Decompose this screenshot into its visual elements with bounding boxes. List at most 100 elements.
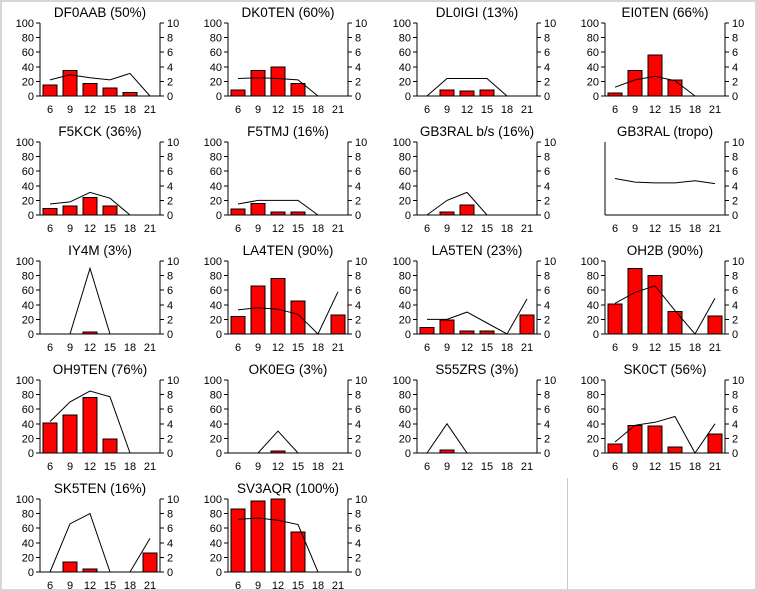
left-axis-tick-label: 60	[398, 166, 410, 178]
left-axis-tick-label: 80	[210, 33, 222, 45]
x-axis-tick-label: 18	[312, 461, 324, 473]
x-axis-tick-label: 21	[520, 223, 532, 235]
left-axis-tick-label: 20	[22, 195, 34, 207]
reception-bar	[290, 531, 306, 573]
x-axis-tick-label: 12	[649, 223, 661, 235]
x-axis-tick-label: 12	[84, 223, 96, 235]
reception-bar	[607, 92, 623, 97]
reception-bar	[607, 303, 623, 335]
chart-title: SK0CT (56%)	[623, 362, 706, 377]
x-axis-tick-label: 15	[292, 580, 304, 589]
left-axis-tick-label: 40	[22, 538, 34, 550]
chart-title: DK0TEN (60%)	[242, 5, 335, 20]
chart-cell-f5kck: F5KCK (36%) 100 80 60 40 20 0 10 8 6 4 2 0 6 9 12 15 18 21	[2, 121, 190, 240]
left-axis-tick-label: 60	[22, 523, 34, 535]
reception-bar	[647, 425, 663, 454]
left-axis-tick-label: 80	[210, 271, 222, 283]
right-axis-tick-label: 8	[167, 390, 173, 402]
right-axis-tick-label: 6	[732, 404, 738, 416]
left-axis-tick-label: 40	[398, 419, 410, 431]
x-axis-tick-label: 18	[124, 342, 136, 354]
right-axis-tick-label: 4	[544, 300, 550, 312]
left-axis-tick-label: 80	[22, 33, 34, 45]
right-axis-tick-label: 0	[167, 91, 173, 103]
left-axis-tick-label: 40	[210, 62, 222, 74]
left-axis-tick-label: 100	[392, 375, 410, 387]
left-axis-tick-label: 0	[593, 91, 599, 103]
right-axis-tick-label: 10	[167, 375, 179, 387]
right-axis-tick-label: 4	[355, 62, 361, 74]
left-axis-tick-label: 80	[22, 509, 34, 521]
x-axis-tick-label: 15	[104, 461, 116, 473]
x-axis-tick-label: 18	[500, 104, 512, 116]
reception-bar	[102, 438, 118, 454]
x-axis-tick-label: 15	[292, 461, 304, 473]
x-axis-tick-label: 15	[292, 342, 304, 354]
right-axis-tick-label: 2	[544, 195, 550, 207]
left-axis-tick-label: 40	[22, 300, 34, 312]
x-axis-tick-label: 9	[632, 104, 638, 116]
reception-bar	[42, 84, 58, 97]
x-axis-tick-label: 9	[443, 461, 449, 473]
x-axis-tick-label: 15	[480, 104, 492, 116]
x-axis-tick-label: 6	[47, 223, 53, 235]
x-axis-tick-label: 18	[312, 104, 324, 116]
prediction-line	[50, 266, 150, 335]
x-axis-tick-label: 9	[255, 223, 261, 235]
x-axis-tick-label: 21	[332, 223, 344, 235]
x-axis-tick-label: 15	[104, 580, 116, 589]
x-axis-tick-label: 15	[292, 223, 304, 235]
chart-cell-sk5ten: SK5TEN (16%) 100 80 60 40 20 0 10 8 6 4 2 0 6 9 12 15 18 2…	[2, 478, 190, 589]
right-axis-tick-label: 8	[355, 509, 361, 521]
left-axis-tick-label: 80	[398, 390, 410, 402]
left-axis-tick-label: 80	[22, 271, 34, 283]
left-axis-tick-label: 100	[16, 256, 34, 268]
left-axis-tick-label: 100	[204, 375, 222, 387]
x-axis-tick-label: 21	[709, 223, 721, 235]
right-axis-tick-label: 10	[167, 137, 179, 149]
right-axis-tick-label: 6	[355, 404, 361, 416]
right-axis-tick-label: 6	[167, 166, 173, 178]
prediction-line	[426, 422, 527, 454]
right-axis-tick-label: 6	[167, 285, 173, 297]
reception-bar	[230, 315, 246, 335]
right-axis-tick-label: 0	[167, 448, 173, 460]
chart-cell-la5ten: LA5TEN (23%) 100 80 60 40 20 0 10 8 6 4 2 0 6 9 12 15 18 2…	[379, 240, 567, 359]
x-axis-tick-label: 18	[689, 461, 701, 473]
left-axis-tick-label: 0	[28, 91, 34, 103]
x-axis-tick-label: 15	[669, 104, 681, 116]
reception-bar	[42, 207, 58, 216]
prediction-line	[238, 517, 339, 573]
right-axis-tick-label: 2	[355, 314, 361, 326]
left-axis-tick-label: 100	[204, 18, 222, 30]
reception-bar	[102, 205, 118, 216]
right-axis-tick-label: 8	[732, 271, 738, 283]
x-axis-tick-label: 6	[612, 104, 618, 116]
left-axis-tick-label: 40	[210, 300, 222, 312]
reception-bar	[230, 89, 246, 97]
left-axis-tick-label: 60	[22, 404, 34, 416]
left-axis-tick-label: 20	[22, 76, 34, 88]
left-axis-tick-label: 80	[22, 152, 34, 164]
left-axis-tick-label: 100	[580, 375, 598, 387]
left-axis-tick-label: 20	[587, 76, 599, 88]
x-axis-tick-label: 21	[332, 342, 344, 354]
right-axis-tick-label: 2	[167, 76, 173, 88]
chart-cell-df0aab: DF0AAB (50%) 100 80 60 40 20 0 10 8 6 4 2 0 6 9 12 15 18 2…	[2, 2, 190, 121]
reception-bar	[459, 330, 474, 335]
x-axis-tick-label: 9	[255, 580, 261, 589]
prediction-line	[614, 178, 715, 185]
reception-bar	[419, 326, 434, 335]
right-axis-tick-label: 2	[355, 433, 361, 445]
chart-cell-iy4m: IY4M (3%) 100 80 60 40 20 0 10 8 6 4 2 0 6 9 12 15 18 21	[2, 240, 190, 359]
chart-title: GB3RAL (tropo)	[617, 124, 713, 139]
right-axis-tick-label: 0	[732, 91, 738, 103]
x-axis-tick-label: 9	[67, 223, 73, 235]
chart-cell-dk0ten: DK0TEN (60%) 100 80 60 40 20 0 10 8 6 4 2 0 6 9 12 15 18 2…	[190, 2, 378, 121]
